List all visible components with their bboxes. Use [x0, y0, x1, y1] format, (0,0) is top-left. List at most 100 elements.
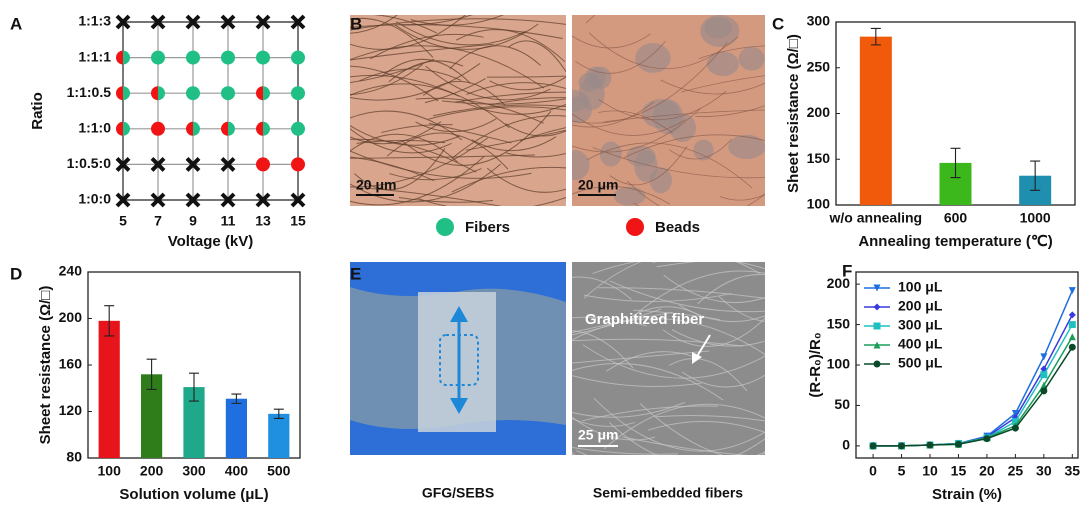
- caption: GFG/SEBS: [422, 485, 494, 501]
- x-tick-label: 15: [290, 213, 306, 229]
- y-axis-label: (R-R₀)/R₀: [807, 332, 824, 397]
- series-line: [873, 315, 1072, 446]
- y-axis-label: Ratio: [29, 92, 46, 130]
- point: [123, 86, 130, 100]
- point: [116, 122, 123, 136]
- point: [983, 435, 990, 442]
- plot-frame: [856, 272, 1078, 458]
- point: [898, 442, 905, 449]
- point: [116, 51, 123, 65]
- y-tick-label: 1:1:3: [78, 13, 111, 29]
- x-axis-label: Voltage (kV): [168, 233, 254, 250]
- y-tick-label: 160: [59, 356, 83, 372]
- point: [291, 51, 305, 65]
- point: [927, 442, 934, 449]
- x-tick-label: 15: [951, 463, 967, 479]
- point: [256, 86, 263, 100]
- caption: Semi-embedded fibers: [593, 485, 743, 501]
- point: [1040, 387, 1047, 394]
- y-tick-label: 200: [59, 309, 83, 325]
- x-axis-label: Annealing temperature (℃): [858, 233, 1052, 250]
- y-tick-label: 1:1:1: [78, 48, 111, 64]
- bar: [226, 399, 247, 458]
- point: [1069, 311, 1076, 318]
- x-tick-label: 11: [221, 213, 236, 229]
- point: [221, 51, 235, 65]
- y-tick-label: 1:0:0: [78, 191, 111, 207]
- panel-letter: C: [772, 14, 784, 33]
- legend-label: 400 μL: [898, 336, 943, 352]
- point: [228, 122, 235, 136]
- y-tick-label: 50: [834, 396, 850, 412]
- x-tick-label: 400: [225, 463, 249, 479]
- point: [1069, 333, 1076, 340]
- x-tick-label: 7: [154, 213, 162, 229]
- point: [1069, 287, 1076, 294]
- x-tick-label: w/o annealing: [829, 210, 923, 226]
- y-tick-label: 120: [59, 402, 83, 418]
- point: [193, 122, 200, 136]
- point: [158, 86, 165, 100]
- x-tick-label: 13: [255, 213, 271, 229]
- point: [151, 86, 158, 100]
- x-tick-label: 1000: [1020, 210, 1051, 226]
- point: [291, 157, 305, 171]
- point: [116, 86, 123, 100]
- bead: [634, 150, 657, 182]
- y-tick-label: 200: [827, 275, 851, 291]
- x-tick-label: 300: [182, 463, 206, 479]
- point: [955, 441, 962, 448]
- x-tick-label: 5: [898, 463, 906, 479]
- x-tick-label: 9: [189, 213, 197, 229]
- annotation: Graphitized fiber: [585, 311, 704, 328]
- y-tick-label: 240: [59, 263, 83, 279]
- panel-letter: B: [350, 14, 362, 33]
- y-tick-label: 150: [807, 150, 831, 166]
- legend-marker: [874, 361, 881, 368]
- legend-marker: [436, 218, 454, 236]
- y-axis-label: Sheet resistance (Ω/□): [785, 34, 802, 193]
- x-tick-label: 0: [869, 463, 877, 479]
- bead: [693, 140, 713, 161]
- bead: [707, 51, 739, 76]
- legend-label: Fibers: [465, 219, 510, 236]
- y-axis-label: Sheet resistance (Ω/□): [37, 286, 54, 445]
- point: [263, 122, 270, 136]
- point: [1069, 344, 1076, 351]
- legend-label: 100 μL: [898, 279, 943, 295]
- y-tick-label: 1:1:0.5: [67, 84, 112, 100]
- x-axis-label: Solution volume (μL): [119, 486, 268, 503]
- micrographs: [350, 15, 765, 455]
- bead: [739, 47, 765, 71]
- bar: [268, 414, 289, 458]
- point: [151, 122, 165, 136]
- y-tick-label: 100: [827, 356, 851, 372]
- y-tick-label: 80: [66, 449, 82, 465]
- bead: [728, 135, 765, 159]
- bar: [99, 321, 120, 458]
- point: [263, 86, 270, 100]
- point: [151, 51, 165, 65]
- x-tick-label: 25: [1008, 463, 1024, 479]
- panel-letter: E: [350, 264, 361, 283]
- y-tick-label: 200: [807, 104, 831, 120]
- y-tick-label: 1:1:0: [78, 120, 111, 136]
- scale-bar-label: 25 μm: [578, 427, 618, 443]
- legend-label: 300 μL: [898, 317, 943, 333]
- panel-letter: A: [10, 14, 22, 33]
- bead: [563, 96, 592, 123]
- point: [123, 51, 130, 65]
- legend-label: Beads: [655, 219, 700, 236]
- point: [123, 122, 130, 136]
- point: [870, 442, 877, 449]
- x-tick-label: 600: [944, 210, 968, 226]
- point: [1040, 353, 1047, 360]
- point: [291, 122, 305, 136]
- legend-marker: [626, 218, 644, 236]
- y-tick-label: 150: [827, 315, 851, 331]
- legend-label: 500 μL: [898, 355, 943, 371]
- point: [256, 157, 270, 171]
- y-tick-label: 250: [807, 58, 831, 74]
- legend-marker: [874, 323, 881, 330]
- point: [186, 122, 193, 136]
